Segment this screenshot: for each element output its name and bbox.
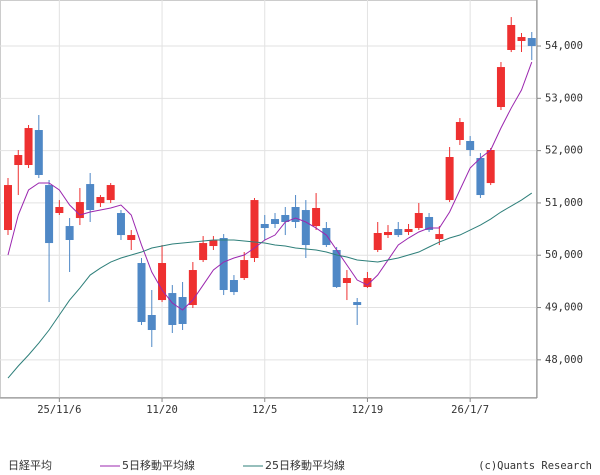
candle-body (116, 213, 125, 236)
candle-body (168, 293, 177, 325)
y-tick-label: 48,000 (545, 354, 583, 366)
candle-body (14, 155, 23, 166)
candle-body (312, 207, 321, 227)
candle-body (445, 157, 454, 201)
candle-body (486, 149, 495, 184)
candle-body (363, 278, 372, 288)
candle-body (383, 232, 392, 236)
legend-label: 5日移動平均線 (122, 458, 195, 472)
candle-body (96, 197, 105, 204)
candle-body (455, 122, 464, 141)
candle-body (137, 263, 146, 323)
candle-body (476, 157, 485, 196)
candle-body (219, 238, 228, 291)
y-tick-label: 53,000 (545, 92, 583, 104)
candle-body (188, 270, 197, 306)
candle-body (24, 128, 33, 166)
candle-body (147, 315, 156, 331)
ma-line (7, 61, 533, 311)
legend-label: 25日移動平均線 (265, 458, 345, 472)
y-tick-label: 52,000 (545, 145, 583, 157)
candle-body (45, 185, 54, 244)
candle-body (209, 240, 218, 247)
candle-body (322, 228, 331, 246)
candle-body (106, 185, 115, 201)
candle-body (75, 202, 84, 219)
candle-body (404, 229, 413, 233)
y-tick-label: 50,000 (545, 249, 583, 261)
candle-body (332, 249, 341, 288)
candle-body (517, 37, 526, 42)
candle-body (281, 215, 290, 223)
candle-body (507, 24, 516, 50)
candle-body (55, 207, 64, 214)
candle-body (65, 226, 74, 241)
candle-body (466, 140, 475, 150)
x-tick-label: 26/1/7 (451, 404, 489, 416)
candle-body (127, 235, 136, 241)
y-tick-label: 51,000 (545, 197, 583, 209)
x-tick-label: 11/20 (146, 404, 178, 416)
candle-body (527, 38, 536, 47)
candle-body (229, 280, 238, 293)
x-tick-label: 12/19 (352, 404, 384, 416)
candle-body (425, 216, 434, 231)
credit: (c)Quants Research (478, 460, 592, 472)
candle-body (353, 302, 362, 306)
y-tick-label: 49,000 (545, 302, 583, 314)
candle-body (240, 260, 249, 279)
candle-body (158, 263, 167, 301)
legend-label: 日経平均 (8, 459, 52, 472)
candle-body (34, 130, 43, 175)
candle-body (271, 219, 280, 224)
x-tick-label: 25/11/6 (37, 404, 81, 416)
candle-body (496, 67, 505, 108)
y-tick-label: 54,000 (545, 40, 583, 52)
candle-body (199, 243, 208, 261)
candle-body (373, 232, 382, 250)
x-tick-label: 12/5 (252, 404, 277, 416)
candle-body (250, 200, 259, 258)
candle-body (260, 223, 269, 229)
candle-body (435, 234, 444, 240)
candle-body (394, 229, 403, 236)
candle-body (291, 207, 300, 223)
ma-line (7, 192, 533, 379)
candle-body (342, 278, 351, 283)
candle-body (414, 213, 423, 229)
candle-body (4, 185, 12, 231)
candle-body (301, 210, 310, 246)
candle-body (86, 184, 95, 211)
